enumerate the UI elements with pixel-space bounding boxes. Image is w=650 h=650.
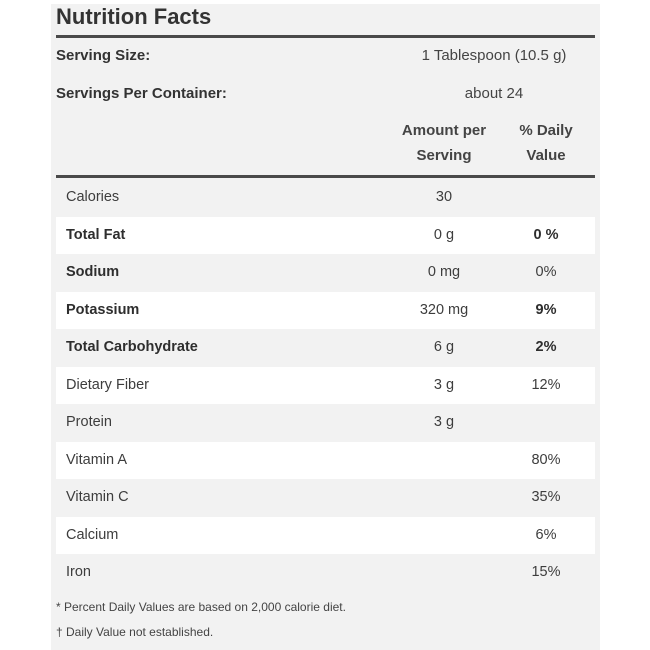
nutrient-daily-value: 9%	[535, 301, 557, 318]
nutrient-name: Protein	[66, 414, 112, 430]
amount-header-line1: Amount per	[401, 122, 487, 139]
nutrient-name: Sodium	[66, 264, 120, 280]
serving-size-row: Serving Size: 1 Tablespoon (10.5 g)	[56, 43, 595, 69]
nutrient-row: Total Fat 0 g 0 %	[56, 216, 595, 254]
nutrient-name: Calcium	[66, 526, 119, 543]
nutrient-name: Dietary Fiber	[66, 376, 149, 393]
nutrient-name: Vitamin A	[66, 451, 127, 468]
nutrient-amount: 3 g	[433, 376, 455, 393]
nutrient-daily-value: 80%	[531, 451, 561, 468]
nutrient-amount: 6 g	[433, 339, 455, 355]
nutrient-row: Calcium 6%	[56, 516, 595, 554]
nutrient-daily-value: 12%	[531, 376, 561, 393]
daily-value-header: % Daily Value	[496, 118, 596, 168]
header-divider	[56, 175, 595, 178]
amount-per-serving-header: Amount per Serving	[394, 118, 494, 168]
nutrient-row: Total Carbohydrate 6 g 2%	[56, 329, 595, 367]
nutrient-daily-value: 2%	[535, 339, 557, 355]
nutrient-name: Total Carbohydrate	[66, 339, 198, 355]
nutrient-name: Vitamin C	[66, 489, 129, 505]
nutrient-row: Vitamin C 35%	[56, 479, 595, 517]
servings-per-container-row: Servings Per Container: about 24	[56, 81, 595, 107]
nutrition-facts-title: Nutrition Facts	[56, 4, 212, 29]
nutrient-amount: 0 g	[433, 226, 455, 243]
nutrient-name: Potassium	[66, 301, 140, 318]
nutrient-row: Potassium 320 mg 9%	[56, 291, 595, 329]
nutrient-daily-value: 0 %	[533, 226, 559, 243]
footnote-not-established: † Daily Value not established.	[56, 625, 214, 639]
servings-per-container-label: Servings Per Container:	[56, 85, 227, 102]
nutrient-row: Vitamin A 80%	[56, 441, 595, 479]
nutrition-facts-panel: Nutrition Facts Serving Size: 1 Tablespo…	[51, 4, 600, 650]
daily-value-header-line2: Value	[526, 147, 566, 164]
nutrient-name: Total Fat	[66, 226, 126, 243]
nutrient-row: Protein 3 g	[56, 404, 595, 442]
nutrient-name: Iron	[66, 564, 91, 580]
nutrient-daily-value: 6%	[535, 526, 557, 543]
nutrient-amount: 0 mg	[427, 264, 461, 280]
footnote-percent-daily: * Percent Daily Values are based on 2,00…	[56, 600, 346, 614]
nutrient-row: Sodium 0 mg 0%	[56, 254, 595, 292]
nutrient-row: Dietary Fiber 3 g 12%	[56, 366, 595, 404]
nutrient-amount: 30	[435, 189, 453, 205]
nutrient-amount: 3 g	[433, 414, 455, 430]
nutrient-name: Calories	[66, 189, 120, 205]
daily-value-header-line1: % Daily	[519, 122, 573, 139]
nutrient-daily-value: 0%	[535, 264, 557, 280]
nutrient-row: Iron 15%	[56, 554, 595, 592]
title-divider	[56, 35, 595, 38]
servings-per-container-value: about 24	[464, 85, 524, 102]
nutrient-daily-value: 15%	[531, 564, 561, 580]
nutrient-table: Calories 30 Total Fat 0 g 0 % Sodium 0 mg 0% Pot…	[56, 179, 595, 592]
nutrient-row: Calories 30	[56, 179, 595, 217]
amount-header-line2: Serving	[416, 147, 472, 164]
serving-size-label: Serving Size:	[56, 47, 151, 64]
serving-size-value: 1 Tablespoon (10.5 g)	[421, 47, 567, 64]
nutrient-amount: 320 mg	[419, 301, 469, 318]
nutrient-daily-value: 35%	[531, 489, 561, 505]
